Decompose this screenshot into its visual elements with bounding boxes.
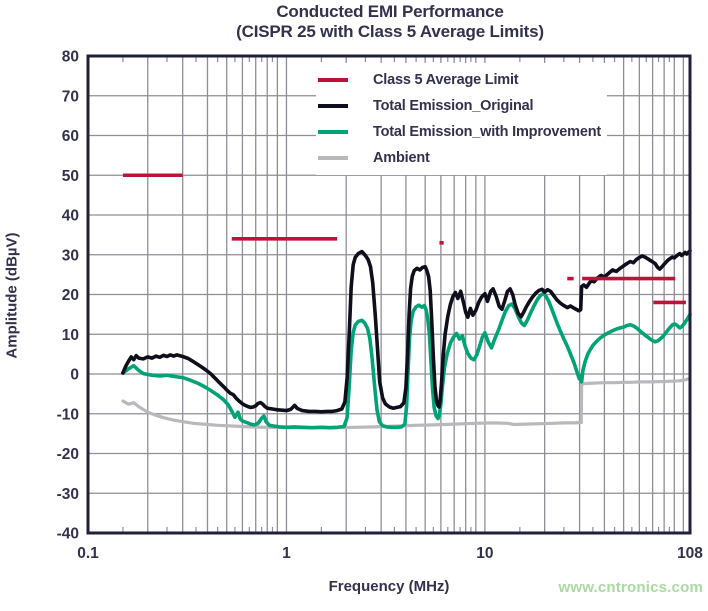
y-tick-label: 50 <box>62 168 79 185</box>
legend-label: Total Emission_with Improvement <box>373 124 601 140</box>
legend-label: Ambient <box>373 150 430 166</box>
y-tick-label: 60 <box>62 128 79 145</box>
y-tick-label: 70 <box>62 88 79 105</box>
y-tick-label: 20 <box>62 287 79 304</box>
legend-swatch-ambient-icon <box>318 156 348 160</box>
series-total-emission-original <box>121 249 692 414</box>
y-tick-label: 40 <box>62 208 79 225</box>
legend-item-class5-limit: Class 5 Average Limit <box>318 67 601 93</box>
watermark-text: www.cntronics.com <box>558 579 703 596</box>
legend-item-total-emission-original: Total Emission_Original <box>318 93 601 119</box>
legend-swatch-total-emission-improved-icon <box>318 130 348 134</box>
y-tick-label: -40 <box>57 526 79 543</box>
legend-item-total-emission-improved: Total Emission_with Improvement <box>318 119 601 145</box>
x-tick-label: 10 <box>476 545 493 562</box>
y-tick-label: 0 <box>70 367 79 384</box>
series-total-emission-with-improvement <box>121 291 692 430</box>
x-tick-label: 1 <box>282 545 291 562</box>
legend-swatch-total-emission-original-icon <box>318 104 348 108</box>
y-axis-title: Amplitude (dBµV) <box>3 232 21 359</box>
y-tick-label: 10 <box>62 327 79 344</box>
legend-label: Total Emission_Original <box>373 98 534 114</box>
legend-item-ambient: Ambient <box>318 145 601 171</box>
plot-frame <box>86 54 692 535</box>
chart-title-block: Conducted EMI Performance (CISPR 25 with… <box>70 2 708 42</box>
y-tick-label: -20 <box>57 446 79 463</box>
series-ambient <box>121 376 692 430</box>
legend-label: Class 5 Average Limit <box>373 72 519 88</box>
chart-title: Conducted EMI Performance <box>276 2 504 21</box>
chart-subtitle: (CISPR 25 with Class 5 Average Limits) <box>236 22 544 41</box>
x-tick-label: 0.1 <box>77 545 99 562</box>
x-tick-label: 108 <box>677 545 703 562</box>
legend-swatch-class5-limit-icon <box>318 78 348 82</box>
y-tick-label: -10 <box>57 406 79 423</box>
y-tick-label: -30 <box>57 486 79 503</box>
y-tick-label: 80 <box>62 49 79 66</box>
chart-legend: Class 5 Average Limit Total Emission_Ori… <box>316 63 607 175</box>
y-tick-label: 30 <box>62 247 79 264</box>
x-axis-title: Frequency (MHz) <box>328 578 450 595</box>
